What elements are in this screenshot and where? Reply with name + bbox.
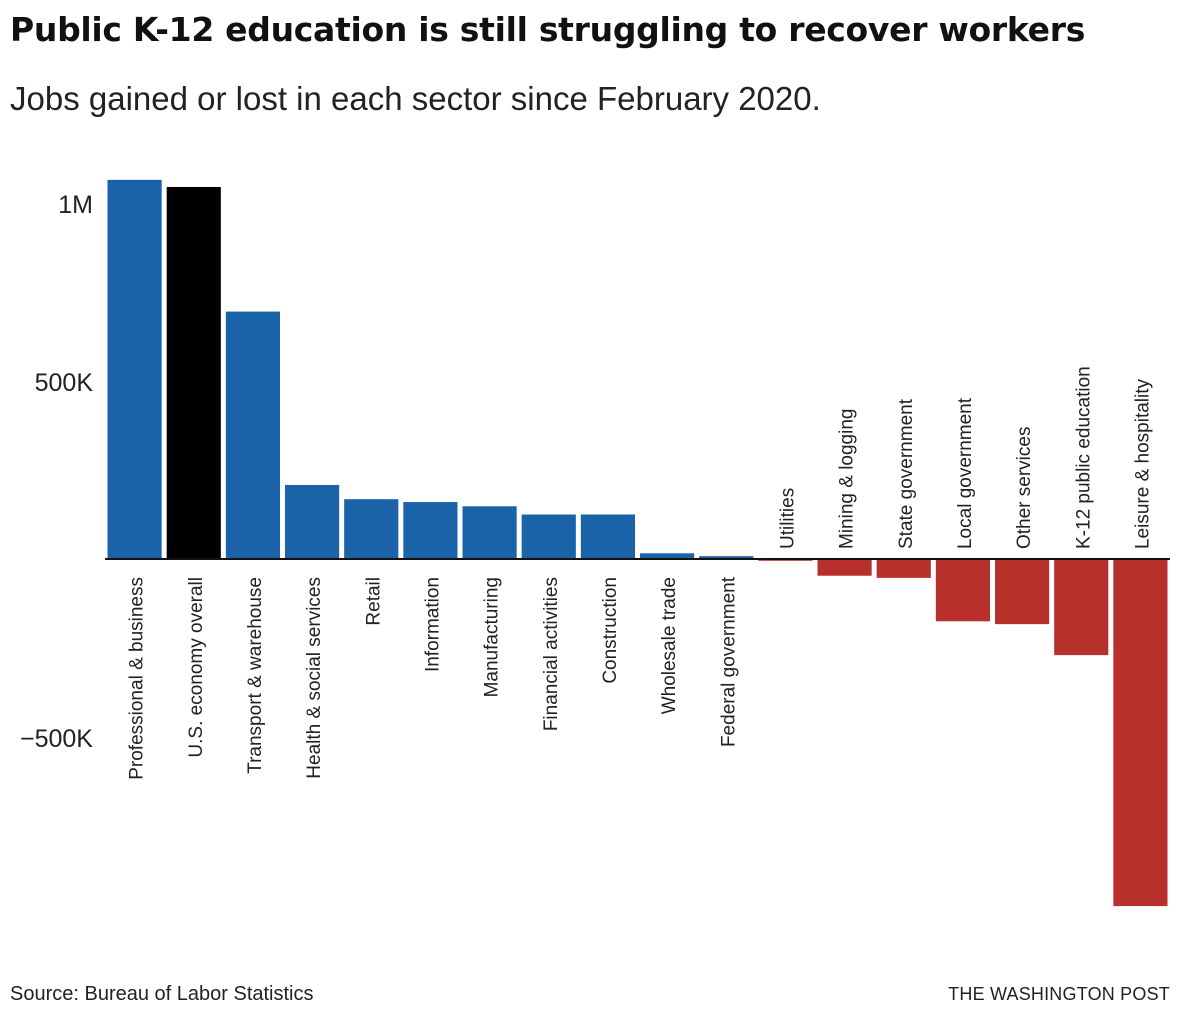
bar-information [403,502,458,559]
category-label: Federal government [718,576,739,747]
y-tick-label: 500K [35,369,94,397]
category-label: Local government [955,397,976,549]
category-label: Leisure & hospitality [1132,378,1153,549]
category-label: Manufacturing [482,577,503,697]
category-label: K-12 public education [1073,366,1094,549]
category-label: Construction [600,577,621,684]
bar-construction [580,514,635,559]
bar-health-social-services [285,484,340,559]
category-labels: Professional & business U.S. economy over… [127,366,1154,780]
category-label: Retail [363,577,384,626]
y-axis-ticks: 1M 500K −500K [20,191,93,753]
bar-state-government [876,559,931,578]
category-label: Health & social services [304,577,325,779]
y-tick-label: −500K [20,725,93,753]
category-label: Utilities [777,488,798,549]
category-label: Other services [1014,427,1035,549]
category-label: Wholesale trade [659,577,680,714]
bar-k-12-public-education [1054,559,1109,656]
bars [107,179,1168,907]
source-note: Source: Bureau of Labor Statistics [10,983,314,1005]
bar-chart: 1M 500K −500K Professional & business U.S. … [20,179,1170,907]
category-label: Information [422,577,443,672]
category-label: State government [896,398,917,549]
publisher-credit: THE WASHINGTON POST [948,984,1170,1004]
bar-financial-activities [521,514,576,559]
bar-leisure-hospitality [1113,559,1168,907]
category-label: Professional & business [127,577,148,780]
bar-local-government [935,559,990,622]
bar-wholesale-trade [640,553,695,559]
bar-other-services [995,559,1050,625]
bar-retail [344,499,399,559]
bar-professional-business [107,179,162,560]
chart-title: Public K-12 education is still strugglin… [10,10,1086,49]
bar-federal-government [699,556,754,559]
category-label: U.S. economy overall [186,577,207,758]
y-tick-label: 1M [58,191,93,219]
category-label: Transport & warehouse [245,577,266,774]
bar-transport-warehouse [225,311,280,559]
category-label: Mining & logging [837,409,858,549]
bar-mining-logging [817,559,872,576]
chart-subtitle: Jobs gained or lost in each sector since… [10,80,821,117]
category-label: Financial activities [541,577,562,731]
bar-manufacturing [462,506,517,559]
bar-u-s-economy-overall [166,186,221,560]
